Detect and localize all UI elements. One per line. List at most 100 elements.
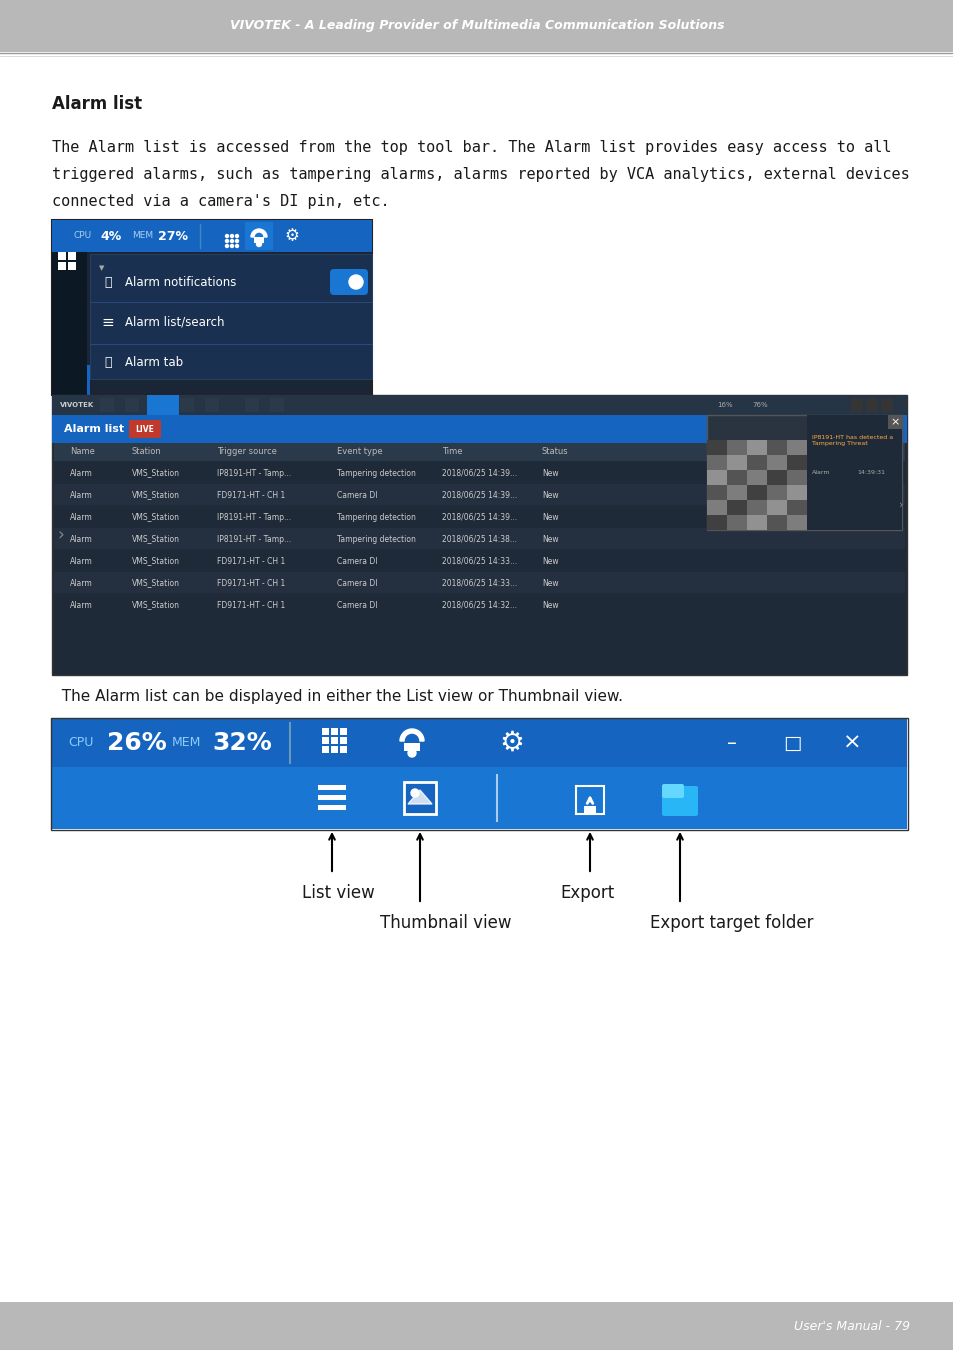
Text: 🔔: 🔔 xyxy=(104,355,112,369)
Bar xyxy=(746,455,766,470)
Text: Alarm: Alarm xyxy=(70,535,92,544)
Text: New: New xyxy=(541,579,558,587)
Bar xyxy=(180,398,193,412)
Bar xyxy=(706,414,901,531)
Bar xyxy=(58,252,66,261)
Text: 🔔: 🔔 xyxy=(104,275,112,289)
Bar xyxy=(766,470,786,485)
Text: List view: List view xyxy=(302,884,375,902)
Text: Alarm: Alarm xyxy=(70,556,92,566)
Bar xyxy=(403,743,419,751)
Bar xyxy=(150,398,164,412)
Bar xyxy=(68,262,76,270)
Bar xyxy=(865,398,877,412)
Bar xyxy=(746,485,766,500)
Text: triggered alarms, such as tampering alarms, alarms reported by VCA analytics, ex: triggered alarms, such as tampering alar… xyxy=(52,167,909,182)
FancyBboxPatch shape xyxy=(661,784,683,798)
Text: VIVOTEK - A Leading Provider of Multimedia Communication Solutions: VIVOTEK - A Leading Provider of Multimed… xyxy=(230,19,723,32)
Text: 27%: 27% xyxy=(158,230,188,243)
Circle shape xyxy=(231,244,233,247)
Bar xyxy=(54,572,904,593)
Bar xyxy=(51,718,907,830)
Text: Camera DI: Camera DI xyxy=(336,601,377,609)
Text: Export: Export xyxy=(559,884,614,902)
Bar xyxy=(54,485,904,505)
Text: FD9171-HT - CH 1: FD9171-HT - CH 1 xyxy=(216,601,285,609)
Text: Alarm: Alarm xyxy=(811,470,830,475)
Bar xyxy=(253,238,264,243)
Text: 2018/06/25 14:39...: 2018/06/25 14:39... xyxy=(441,490,517,500)
Text: 2018/06/25 14:32...: 2018/06/25 14:32... xyxy=(441,601,517,609)
Text: IP8191-HT - Tamp...: IP8191-HT - Tamp... xyxy=(216,468,291,478)
Circle shape xyxy=(225,235,229,238)
Bar xyxy=(322,747,329,753)
Text: ⚙: ⚙ xyxy=(499,729,524,757)
Bar xyxy=(726,485,746,500)
Text: VMS_Station: VMS_Station xyxy=(132,513,180,521)
Text: VMS_Station: VMS_Station xyxy=(132,535,180,544)
Bar xyxy=(766,440,786,455)
Bar xyxy=(706,500,726,514)
Bar xyxy=(245,398,258,412)
Wedge shape xyxy=(399,729,423,741)
Text: New: New xyxy=(541,556,558,566)
Bar xyxy=(786,440,806,455)
Bar xyxy=(0,1301,953,1350)
Bar xyxy=(746,500,766,514)
Bar xyxy=(339,737,347,744)
Bar xyxy=(887,414,901,429)
Bar xyxy=(786,514,806,531)
Text: 16%: 16% xyxy=(717,402,732,408)
Text: Status: Status xyxy=(541,447,568,456)
Text: VMS_Station: VMS_Station xyxy=(132,468,180,478)
Bar xyxy=(786,470,806,485)
Text: The Alarm list is accessed from the top tool bar. The Alarm list provides easy a: The Alarm list is accessed from the top … xyxy=(52,140,890,155)
Text: 2018/06/25 14:33...: 2018/06/25 14:33... xyxy=(441,556,517,566)
Bar xyxy=(322,737,329,744)
Text: ×: × xyxy=(841,733,861,753)
Bar xyxy=(746,440,766,455)
Text: IP8191-HT - Tamp...: IP8191-HT - Tamp... xyxy=(216,535,291,544)
Bar xyxy=(786,455,806,470)
Text: Time: Time xyxy=(441,447,462,456)
Text: Event type: Event type xyxy=(336,447,382,456)
Text: VMS_Station: VMS_Station xyxy=(132,556,180,566)
Text: VIVOTEK: VIVOTEK xyxy=(60,402,94,408)
Text: Name: Name xyxy=(70,447,94,456)
Text: □: □ xyxy=(782,733,801,752)
Bar xyxy=(576,786,603,814)
Bar xyxy=(706,440,726,455)
Circle shape xyxy=(235,235,238,238)
Bar xyxy=(270,398,284,412)
FancyBboxPatch shape xyxy=(661,786,698,815)
Text: IP8191-HT - Tamp...: IP8191-HT - Tamp... xyxy=(216,513,291,521)
FancyBboxPatch shape xyxy=(129,420,161,437)
Text: Thumbnail view: Thumbnail view xyxy=(379,914,511,931)
Text: –: – xyxy=(726,733,736,752)
Text: Tampering detection: Tampering detection xyxy=(336,535,416,544)
Bar xyxy=(786,500,806,514)
Bar xyxy=(317,795,346,801)
Text: VMS_Station: VMS_Station xyxy=(132,490,180,500)
Bar xyxy=(54,594,904,616)
Text: New: New xyxy=(541,601,558,609)
Bar xyxy=(90,254,372,379)
Bar xyxy=(52,720,906,767)
Bar xyxy=(706,485,726,500)
Bar xyxy=(766,485,786,500)
Text: New: New xyxy=(541,468,558,478)
Text: Station: Station xyxy=(132,447,162,456)
Bar xyxy=(52,252,87,396)
Text: 2018/06/25 14:38...: 2018/06/25 14:38... xyxy=(441,535,517,544)
Text: ⚙: ⚙ xyxy=(284,227,299,244)
Text: Alarm list: Alarm list xyxy=(64,424,124,433)
Bar xyxy=(125,398,139,412)
Wedge shape xyxy=(251,230,267,238)
Text: Alarm: Alarm xyxy=(70,468,92,478)
Text: ×: × xyxy=(889,417,899,427)
Bar xyxy=(726,514,746,531)
Bar xyxy=(726,440,746,455)
Circle shape xyxy=(235,239,238,243)
Bar xyxy=(746,514,766,531)
Bar xyxy=(806,414,901,531)
